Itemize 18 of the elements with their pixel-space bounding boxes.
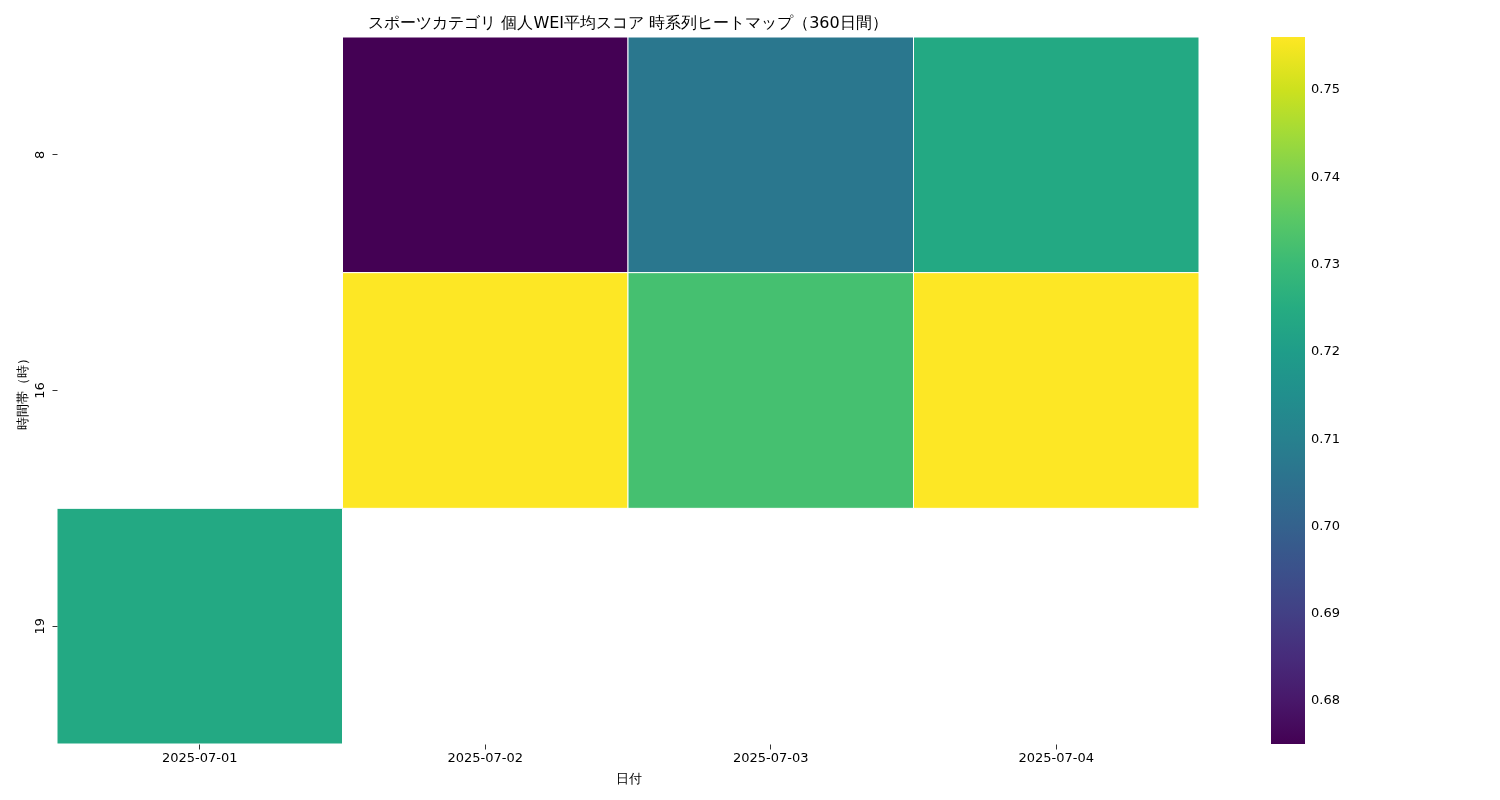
- x-tick-label: 2025-07-03: [732, 749, 809, 765]
- y-axis-title: 時間帯（時）: [14, 352, 30, 430]
- color-bar-label: 0.68: [1311, 692, 1340, 708]
- x-tick-label: 2025-07-04: [1018, 749, 1095, 765]
- color-bar-label: 0.75: [1311, 81, 1340, 97]
- color-bar-label: 0.69: [1311, 605, 1340, 621]
- color-bar-label: 0.70: [1311, 517, 1340, 533]
- chart-title: スポーツカテゴリ 個人WEI平均スコア 時系列ヒートマップ（360日間）: [368, 12, 888, 32]
- y-tick-label: 16: [31, 382, 47, 399]
- color-bar-label: 0.71: [1311, 430, 1340, 446]
- y-tick-label: 8: [31, 150, 47, 159]
- color-bar-label: 0.72: [1311, 343, 1340, 359]
- color-bar-label: 0.74: [1311, 168, 1340, 184]
- color-bar-label: 0.73: [1311, 255, 1340, 271]
- x-tick-label: 2025-07-01: [161, 749, 238, 765]
- x-axis-title: 日付: [615, 770, 642, 786]
- y-tick-label: 19: [31, 617, 47, 635]
- x-tick-label: 2025-07-02: [447, 749, 524, 765]
